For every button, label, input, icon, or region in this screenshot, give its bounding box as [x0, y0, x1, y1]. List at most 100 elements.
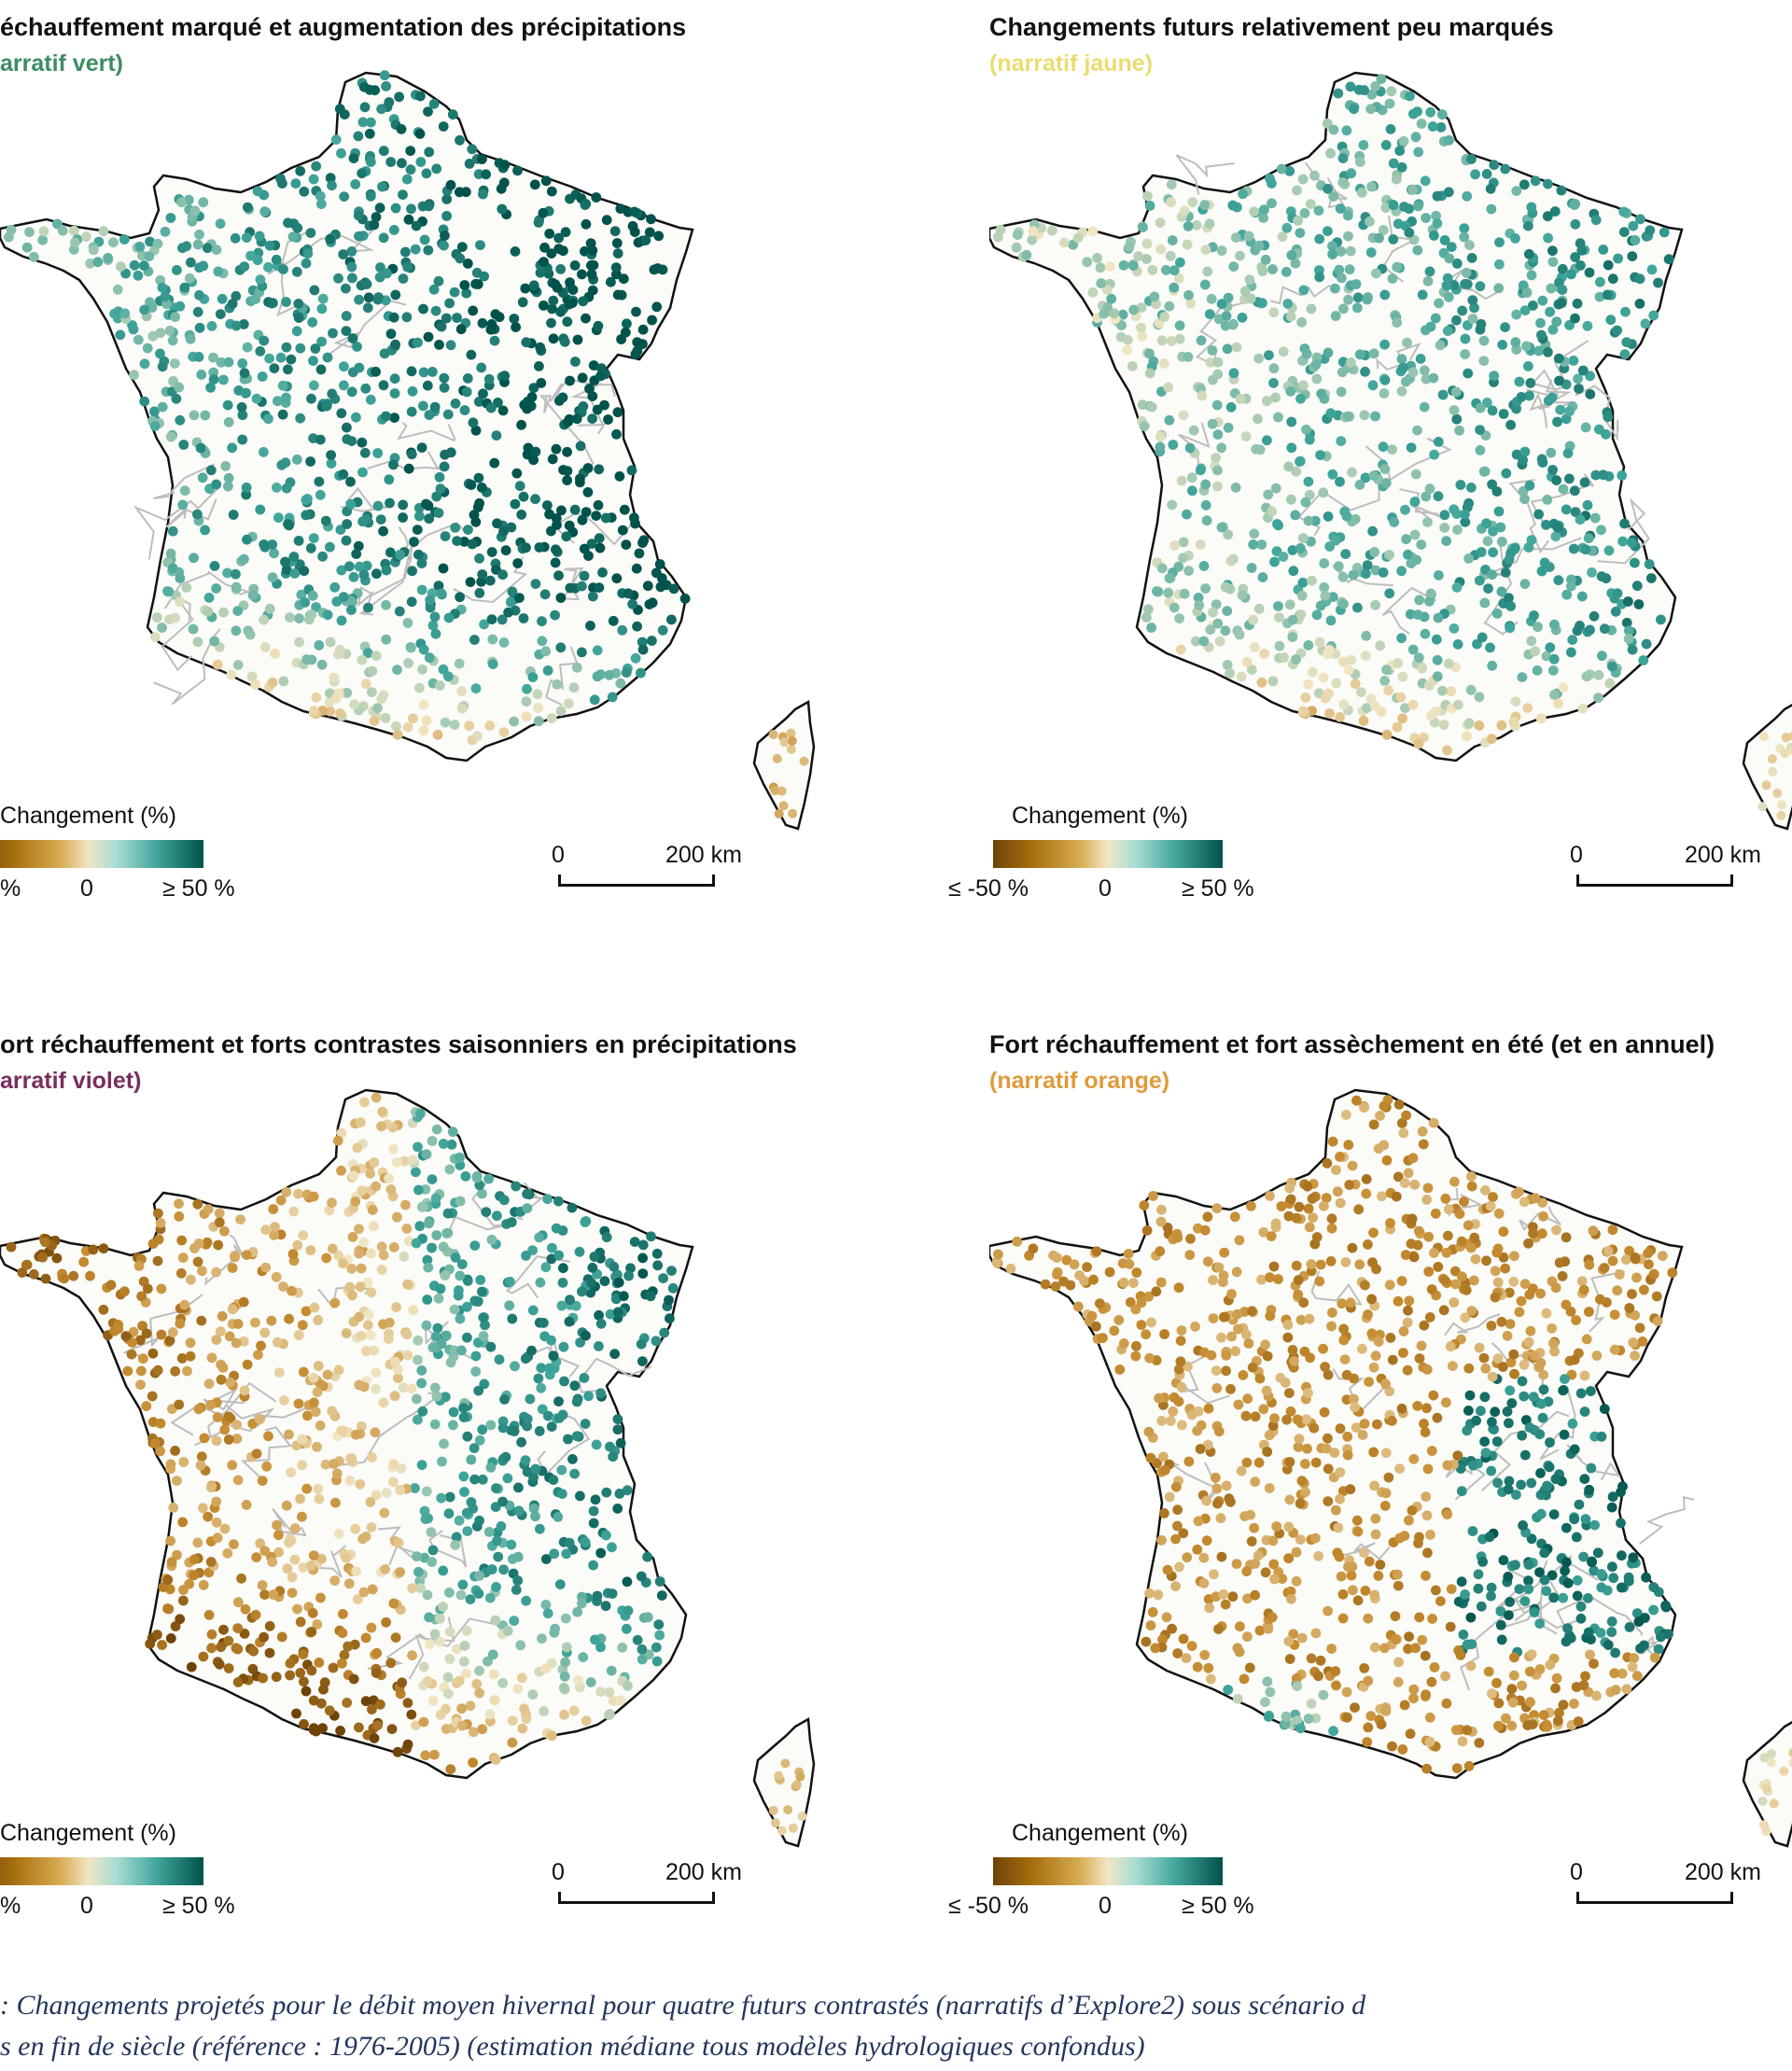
station-dot — [1533, 622, 1543, 633]
station-dot — [1297, 706, 1309, 717]
station-dot — [1486, 203, 1497, 215]
station-dot — [443, 612, 455, 623]
station-dot — [1495, 1606, 1506, 1616]
station-dot — [1475, 281, 1486, 292]
station-dot — [351, 549, 362, 559]
station-dot — [1612, 588, 1623, 599]
station-dot — [1596, 1431, 1607, 1442]
station-dot — [1627, 1661, 1638, 1672]
station-dot — [547, 454, 558, 465]
station-dot — [1331, 1504, 1341, 1516]
station-dot — [486, 614, 497, 624]
river-line — [1639, 1495, 1695, 1545]
station-dot — [1503, 1572, 1514, 1582]
station-dot — [556, 505, 567, 516]
station-dot — [392, 729, 403, 740]
station-dot — [1360, 1280, 1370, 1291]
station-dot — [1381, 1154, 1393, 1166]
station-dot — [1471, 1415, 1481, 1426]
station-dot — [1474, 692, 1485, 703]
station-dot — [315, 1378, 326, 1390]
station-dot — [381, 565, 392, 576]
station-dot — [362, 302, 373, 314]
station-dot — [218, 374, 229, 385]
station-dot — [1321, 1193, 1332, 1203]
station-dot — [1296, 1632, 1308, 1644]
station-dot — [378, 1250, 389, 1261]
station-dot — [237, 358, 248, 369]
station-dot — [307, 1607, 318, 1618]
station-dot — [1364, 1377, 1374, 1387]
station-dot — [422, 1294, 433, 1305]
station-dot — [1561, 504, 1572, 515]
station-dot — [1644, 1259, 1654, 1270]
station-dot — [1584, 1259, 1595, 1270]
station-dot — [651, 1336, 662, 1347]
station-dot — [1438, 1305, 1449, 1316]
station-dot — [223, 1411, 234, 1422]
station-dot — [239, 1385, 250, 1396]
station-dot — [1332, 1547, 1343, 1559]
station-dot — [1263, 1623, 1274, 1634]
station-dot — [1403, 1644, 1413, 1655]
station-dot — [1406, 1238, 1417, 1250]
legend-label-zero: 0 — [1099, 1893, 1112, 1919]
station-dot — [564, 520, 575, 531]
station-dot — [135, 1379, 146, 1390]
station-dot — [664, 1294, 674, 1306]
station-dot — [1216, 299, 1227, 309]
station-dot — [1050, 1281, 1061, 1292]
station-dot — [1435, 1596, 1446, 1606]
station-dot — [269, 363, 280, 373]
station-dot — [1566, 269, 1576, 280]
station-dot — [1575, 260, 1586, 271]
station-dot — [237, 410, 248, 421]
station-dot — [391, 1157, 402, 1168]
station-dot — [1303, 1203, 1314, 1214]
station-dot — [1410, 1643, 1421, 1654]
station-dot — [1599, 1263, 1610, 1273]
station-dot — [546, 186, 557, 197]
station-dot — [1466, 253, 1477, 263]
station-dot — [1321, 1443, 1332, 1454]
station-dot — [184, 273, 195, 284]
station-dot — [1440, 1193, 1451, 1204]
station-dot — [487, 659, 498, 669]
station-dot — [275, 352, 287, 363]
station-dot — [539, 301, 549, 311]
station-dot — [1630, 557, 1640, 568]
station-dot — [1589, 1658, 1599, 1669]
station-dot — [666, 1266, 677, 1276]
station-dot — [1216, 442, 1227, 454]
station-dot — [1517, 1430, 1528, 1441]
station-dot — [1566, 581, 1576, 592]
station-dot — [612, 1307, 623, 1318]
station-dot — [286, 354, 297, 365]
station-dot — [251, 1552, 262, 1562]
station-dot — [264, 603, 275, 614]
station-dot — [1570, 218, 1581, 230]
station-dot — [578, 296, 589, 307]
station-dot — [231, 1643, 242, 1654]
river-line — [1381, 586, 1437, 636]
station-dot — [485, 1420, 497, 1431]
station-dot — [1349, 1373, 1359, 1384]
station-dot — [637, 1644, 648, 1655]
station-dot — [512, 558, 524, 568]
station-dot — [1370, 565, 1381, 576]
station-dot — [611, 238, 623, 248]
station-dot — [593, 499, 604, 511]
station-dot — [1577, 703, 1589, 714]
station-dot — [415, 1108, 426, 1119]
station-dot — [1230, 483, 1241, 493]
station-dot — [441, 194, 453, 204]
station-dot — [212, 1412, 223, 1422]
station-dot — [507, 1737, 518, 1748]
station-dot — [445, 1357, 456, 1368]
station-dot — [1141, 238, 1153, 249]
station-dot — [1166, 336, 1177, 346]
station-dot — [1350, 1702, 1360, 1713]
station-dot — [157, 1640, 168, 1650]
station-dot — [1394, 1463, 1405, 1474]
station-dot — [410, 1483, 420, 1493]
